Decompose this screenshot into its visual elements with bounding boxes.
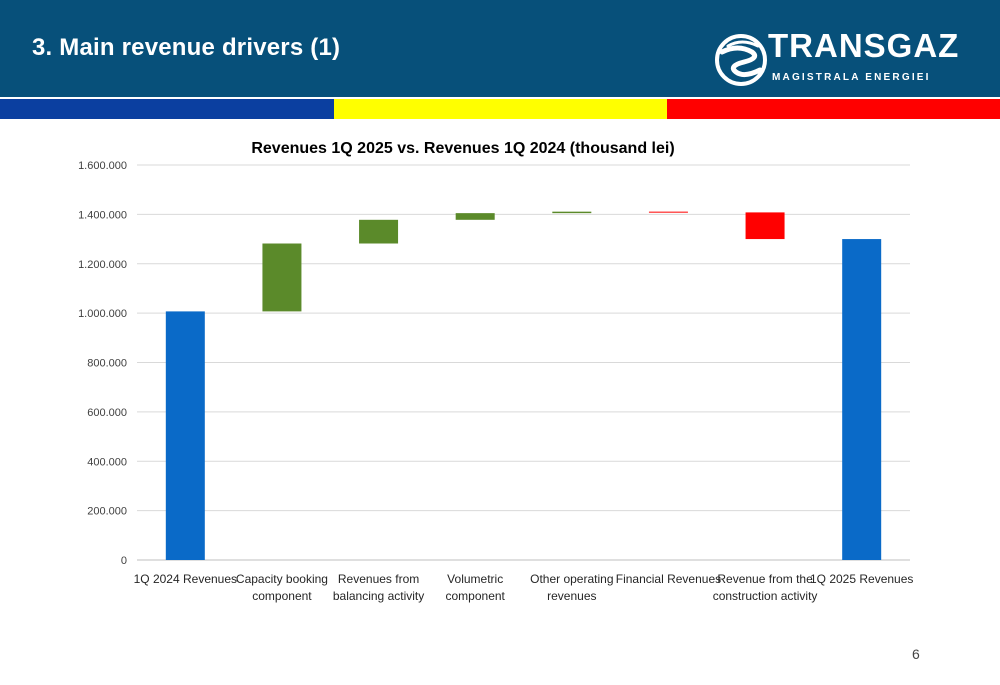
waterfall-bar-total (842, 239, 882, 560)
waterfall-bar-increase (359, 219, 399, 244)
transgaz-swirl-icon (715, 34, 767, 86)
company-logo: TRANSGAZ MAGISTRALA ENERGIEI (714, 22, 958, 94)
header-divider (0, 97, 1000, 99)
page-number: 6 (912, 646, 920, 662)
x-tick-label: Capacity booking component (236, 572, 328, 603)
header-bar (0, 0, 1000, 97)
y-tick-label: 200.000 (87, 506, 127, 518)
stripe-red (667, 99, 1000, 119)
y-tick-label: 400.000 (87, 456, 127, 468)
logo-name: TRANSGAZ (768, 27, 960, 64)
y-tick-label: 1.000.000 (78, 308, 127, 320)
x-tick-label: Financial Revenues (616, 572, 721, 586)
waterfall-bar-total (165, 311, 205, 560)
x-tick-label: 1Q 2025 Revenues (810, 572, 913, 586)
stripe-blue (0, 99, 334, 119)
x-tick-label: Volumetric component (446, 572, 506, 603)
x-tick-label: 1Q 2024 Revenues (134, 572, 237, 586)
waterfall-bar-decrease (648, 211, 688, 213)
stripe-yellow (334, 99, 667, 119)
y-tick-label: 1.200.000 (78, 259, 127, 271)
y-tick-label: 800.000 (87, 358, 127, 370)
x-tick-label: Revenues from balancing activity (333, 572, 424, 603)
y-tick-label: 0 (121, 555, 127, 567)
waterfall-bar-increase (455, 213, 495, 220)
y-tick-label: 600.000 (87, 407, 127, 419)
waterfall-bar-decrease (745, 212, 785, 240)
waterfall-bar-increase (552, 211, 592, 214)
x-tick-label: Revenue from the construction activity (713, 572, 818, 603)
chart-title: Revenues 1Q 2025 vs. Revenues 1Q 2024 (t… (251, 140, 674, 157)
logo-tagline: MAGISTRALA ENERGIEI (772, 72, 931, 83)
waterfall-chart: Revenues 1Q 2025 vs. Revenues 1Q 2024 (t… (78, 140, 913, 603)
y-tick-label: 1.400.000 (78, 209, 127, 221)
x-tick-label: Other operating revenues (530, 572, 613, 603)
slide-title: 3. Main revenue drivers (1) (32, 34, 341, 61)
y-tick-label: 1.600.000 (78, 160, 127, 172)
waterfall-bar-increase (262, 243, 302, 312)
